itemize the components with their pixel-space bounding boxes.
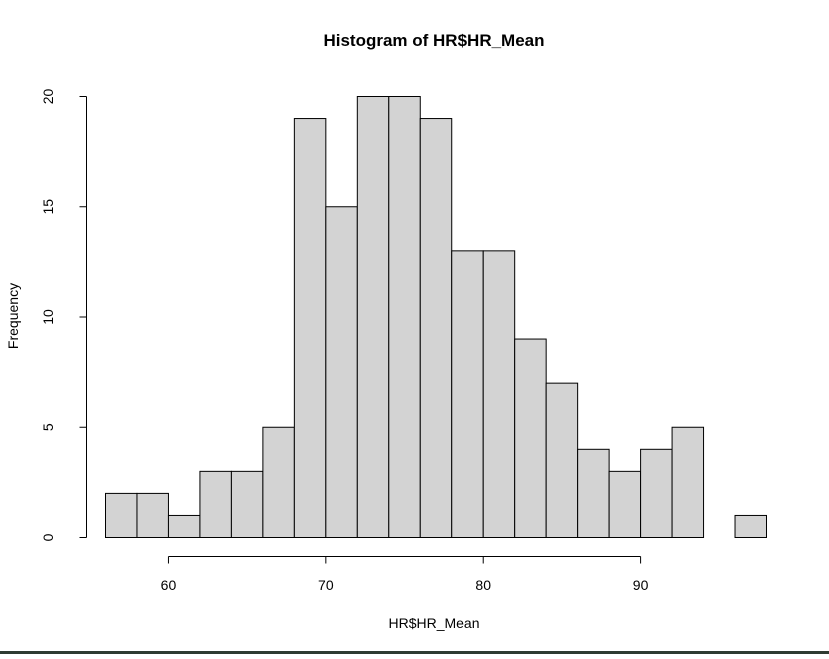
y-tick-label: 10 (40, 309, 56, 325)
x-axis: 60 70 80 90 (161, 556, 649, 593)
histogram-bar (640, 448, 673, 538)
histogram-bar (262, 426, 295, 538)
histogram-bar (325, 206, 358, 538)
y-axis: 0 5 10 15 20 (40, 89, 87, 541)
histogram-bar (230, 470, 264, 539)
histogram-bar (577, 448, 610, 538)
x-tick-label: 70 (318, 577, 334, 593)
histogram-bar (356, 96, 390, 538)
histogram-bar (167, 514, 201, 539)
y-axis-label: Frequency (5, 283, 21, 349)
histogram-bar (671, 426, 705, 538)
x-tick-label: 90 (633, 577, 649, 593)
histogram-bar (545, 382, 579, 538)
histogram-bar (136, 492, 169, 538)
histogram-bar (734, 514, 767, 539)
y-tick-label: 20 (40, 89, 56, 105)
chart-title: Histogram of HR$HR_Mean (323, 31, 544, 50)
x-axis-label: HR$HR_Mean (388, 615, 479, 631)
histogram-bar (293, 118, 327, 539)
y-tick-label: 5 (40, 423, 56, 431)
histogram-bar (608, 470, 642, 539)
histogram-bar (388, 96, 421, 538)
y-tick-label: 0 (40, 533, 56, 541)
histogram-bar (199, 470, 232, 539)
histogram-bar (419, 118, 453, 539)
histogram-bar (451, 250, 484, 538)
histogram-bar (482, 250, 516, 538)
y-tick-label: 15 (40, 199, 56, 215)
x-tick-label: 80 (475, 577, 491, 593)
bars-layer (105, 96, 767, 539)
histogram-bar (514, 338, 547, 538)
histogram-bar (105, 492, 138, 538)
x-tick-label: 60 (161, 577, 177, 593)
window-bottom-border (0, 651, 829, 654)
